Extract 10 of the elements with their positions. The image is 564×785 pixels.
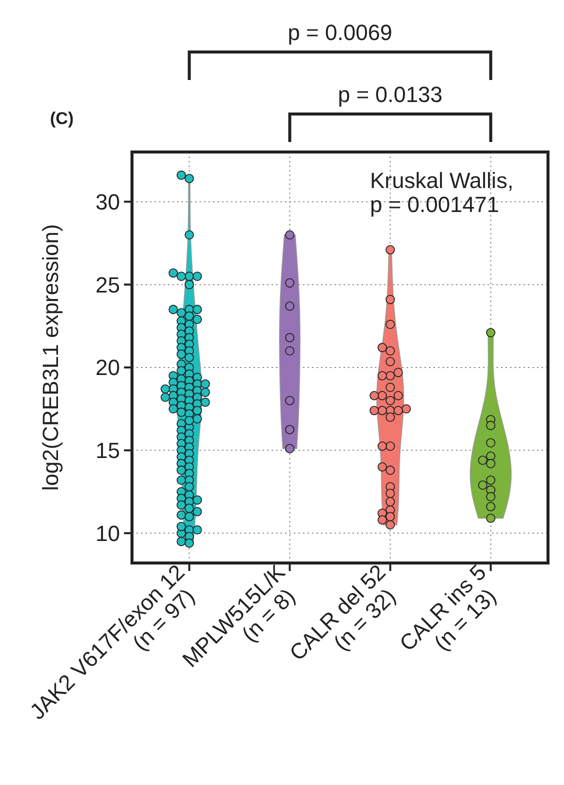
- y-tick-label: 25: [96, 272, 120, 298]
- y-axis-title: log2(CREB3L1 expression): [38, 224, 63, 491]
- y-tick-label: 10: [96, 520, 120, 546]
- y-tick-label: 30: [96, 189, 120, 214]
- y-tick-label: 15: [96, 438, 120, 464]
- y-tick-label: 20: [96, 355, 120, 380]
- text: (C): [50, 109, 74, 128]
- text: p = 0.0133: [338, 82, 443, 107]
- text: p = 0.0069: [288, 20, 392, 45]
- annotation: Kruskal Wallis, p = 0.001471: [370, 168, 514, 217]
